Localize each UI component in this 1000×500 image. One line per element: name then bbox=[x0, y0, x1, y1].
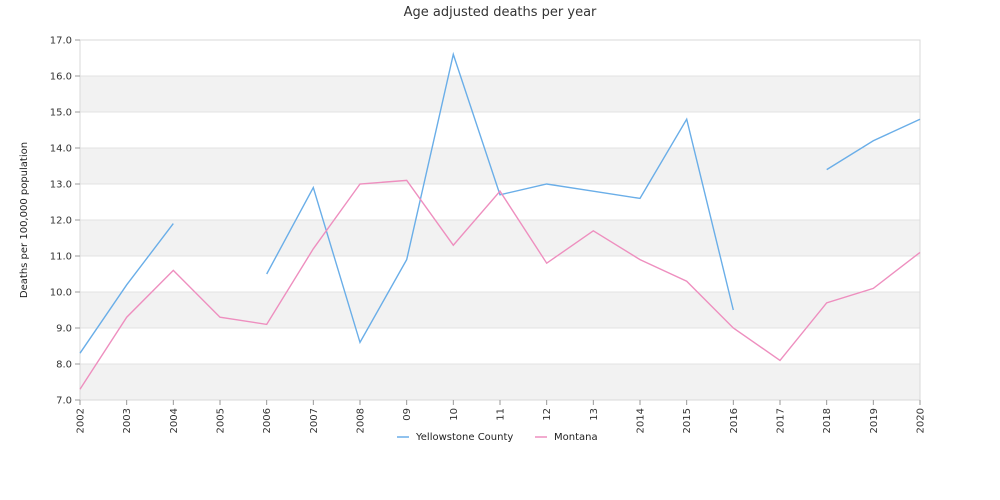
y-tick-label: 10.0 bbox=[50, 288, 72, 299]
x-tick-label: 2004 bbox=[169, 408, 180, 433]
y-tick-label: 9.0 bbox=[56, 324, 72, 335]
x-tick-label: 2019 bbox=[869, 408, 880, 433]
x-tick-label: 2020 bbox=[916, 408, 927, 433]
x-tick-label: 09 bbox=[402, 408, 413, 421]
x-tick-label: 2018 bbox=[822, 408, 833, 433]
x-tick-label: 2017 bbox=[776, 408, 787, 433]
x-axis-ticks: 2002 2003 2004 2005 2006 2007 2008 09 10 11 12 13 20… bbox=[76, 400, 927, 433]
grid-band bbox=[80, 220, 920, 256]
x-tick-label: 2003 bbox=[122, 408, 133, 433]
x-tick-label: 2008 bbox=[356, 408, 367, 433]
y-tick-label: 16.0 bbox=[50, 72, 72, 83]
y-tick-label: 8.0 bbox=[56, 360, 72, 371]
y-tick-label: 7.0 bbox=[56, 396, 72, 407]
x-tick-label: 2002 bbox=[76, 408, 87, 433]
grid-band bbox=[80, 364, 920, 400]
y-tick-label: 12.0 bbox=[50, 216, 72, 227]
y-axis-ticks: 7.0 8.0 9.0 10.0 11.0 12.0 13.0 14.0 15.0 16.0 17.… bbox=[50, 36, 80, 407]
x-tick-label: 13 bbox=[589, 408, 600, 421]
series-line-yellowstone-county bbox=[266, 51, 734, 345]
legend-label: Yellowstone County bbox=[415, 432, 513, 443]
grid-band bbox=[80, 76, 920, 112]
y-tick-label: 14.0 bbox=[50, 144, 72, 155]
series-line-montana bbox=[79, 179, 921, 390]
x-tick-label: 2006 bbox=[262, 408, 273, 433]
y-tick-label: 17.0 bbox=[50, 36, 72, 47]
chart-title: Age adjusted deaths per year bbox=[404, 5, 597, 20]
x-tick-label: 2016 bbox=[729, 408, 740, 433]
y-tick-label: 11.0 bbox=[50, 252, 72, 263]
legend-label: Montana bbox=[554, 432, 598, 443]
grid-bands bbox=[80, 76, 920, 400]
grid-band bbox=[80, 292, 920, 328]
y-axis-label: Deaths per 100,000 population bbox=[19, 142, 30, 298]
x-tick-label: 11 bbox=[496, 408, 507, 421]
legend: Yellowstone County Montana bbox=[397, 432, 598, 443]
x-tick-label: 2007 bbox=[309, 408, 320, 433]
grid-band bbox=[80, 148, 920, 184]
series-line-yellowstone-county bbox=[826, 118, 921, 171]
y-tick-label: 13.0 bbox=[50, 180, 72, 191]
x-tick-label: 2005 bbox=[216, 408, 227, 433]
x-tick-label: 12 bbox=[542, 408, 553, 421]
x-tick-label: 2014 bbox=[636, 408, 647, 433]
series-lines bbox=[79, 51, 921, 390]
y-tick-label: 15.0 bbox=[50, 108, 72, 119]
x-tick-label: 2015 bbox=[682, 408, 693, 433]
series-line-yellowstone-county bbox=[79, 223, 174, 354]
x-tick-label: 10 bbox=[449, 408, 460, 421]
